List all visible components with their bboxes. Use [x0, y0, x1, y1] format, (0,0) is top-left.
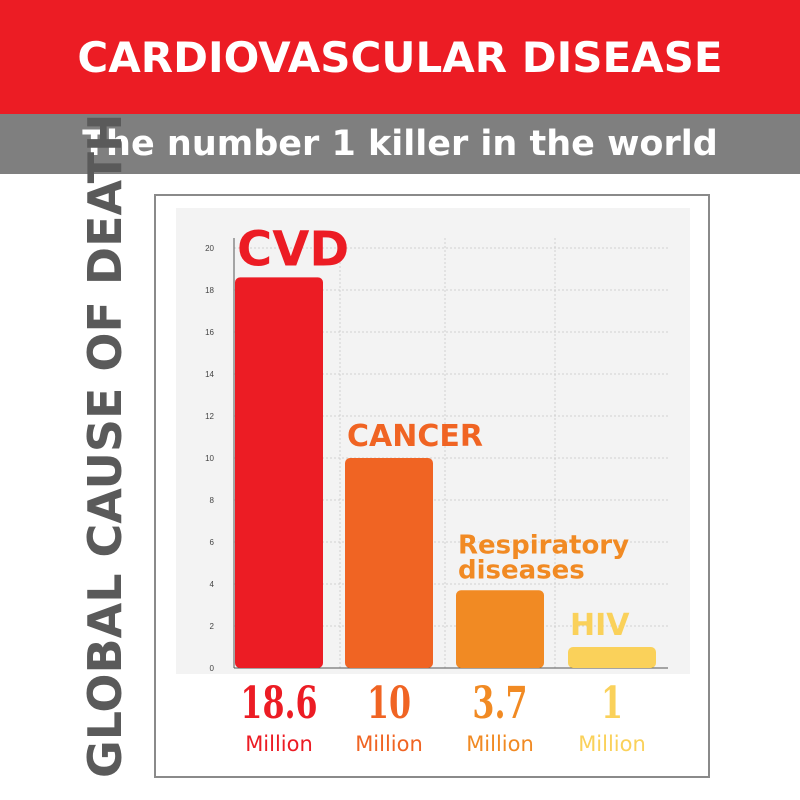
bar-2	[345, 458, 433, 668]
value-label: 1	[600, 678, 624, 729]
y-tick-label: 2	[210, 622, 215, 631]
y-tick-label: 6	[210, 538, 215, 547]
unit-label: Million	[355, 732, 423, 756]
y-tick-label: 0	[210, 664, 215, 673]
page-subtitle: The number 1 killer in the world	[82, 124, 718, 164]
bar-1	[235, 277, 323, 668]
y-tick-label: 8	[210, 496, 215, 505]
y-tick-label: 16	[205, 328, 214, 337]
y-tick-label: 14	[205, 370, 214, 379]
y-tick-label: 10	[205, 454, 214, 463]
category-label: CVD	[237, 221, 349, 277]
y-tick-label: 4	[210, 580, 215, 589]
bar-3	[456, 590, 544, 668]
category-label: Respiratory	[458, 531, 629, 561]
unit-label: Million	[466, 732, 534, 756]
unit-label: Million	[578, 732, 646, 756]
category-label: CANCER	[347, 419, 483, 454]
subtitle-banner: The number 1 killer in the world	[0, 114, 800, 174]
value-label: 18.6	[240, 678, 318, 729]
y-tick-label: 12	[205, 412, 214, 421]
y-tick-label: 18	[205, 286, 214, 295]
value-label: 10	[366, 678, 412, 729]
category-label: diseases	[458, 555, 585, 585]
unit-label: Million	[245, 732, 313, 756]
title-banner: CARDIOVASCULAR DISEASE	[0, 0, 800, 114]
y-tick-label: 20	[205, 244, 214, 253]
category-label: HIV	[570, 608, 630, 643]
bar-4	[568, 647, 656, 668]
value-label: 3.7	[472, 678, 528, 729]
page-title: CARDIOVASCULAR DISEASE	[77, 32, 723, 82]
